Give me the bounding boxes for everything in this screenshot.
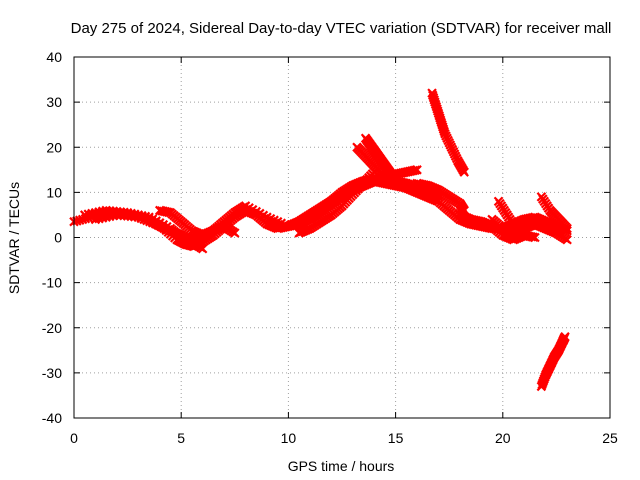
y-tick-label: 20 (46, 139, 62, 155)
y-tick-label: -30 (42, 365, 62, 381)
y-tick-label: 10 (46, 184, 62, 200)
series-track-3 (90, 210, 208, 254)
y-axis-label: SDTVAR / TECUs (6, 182, 22, 294)
data-point (562, 234, 572, 245)
y-tick-label: -20 (42, 320, 62, 336)
chart-title: Day 275 of 2024, Sidereal Day-to-day VTE… (71, 20, 612, 37)
data-points (69, 88, 572, 392)
y-tick-label: 30 (46, 94, 62, 110)
series-track-10 (412, 178, 469, 216)
y-tick-label: -10 (42, 275, 62, 291)
data-point (386, 178, 397, 189)
series-track-8 (360, 133, 397, 180)
x-tick-label: 0 (70, 430, 78, 446)
series-track-14 (536, 192, 572, 234)
data-point (197, 244, 208, 254)
data-point (562, 223, 572, 234)
y-tick-label: -40 (42, 410, 62, 426)
data-point (230, 228, 240, 238)
series-track-7 (352, 142, 397, 189)
data-point (412, 165, 422, 175)
data-point (519, 228, 530, 238)
series-track-4 (154, 205, 240, 241)
data-point (386, 169, 397, 180)
x-tick-label: 10 (281, 430, 297, 446)
x-tick-label: 25 (602, 430, 618, 446)
ticks: 0 5 10 15 20 25 -40 -30 -20 -10 0 10 20 30 40 (42, 49, 618, 446)
x-tick-label: 20 (495, 430, 511, 446)
x-tick-label: 5 (177, 430, 185, 446)
data-point (459, 167, 469, 177)
data-point (560, 331, 570, 342)
series-track-9 (427, 88, 469, 177)
x-axis-label: GPS time / hours (288, 458, 395, 474)
series-track-13 (493, 196, 530, 238)
y-tick-label: 40 (46, 49, 62, 65)
data-point (530, 232, 540, 243)
series-track-15 (536, 331, 570, 392)
x-tick-label: 15 (388, 430, 404, 446)
y-tick-label: 0 (54, 230, 62, 246)
